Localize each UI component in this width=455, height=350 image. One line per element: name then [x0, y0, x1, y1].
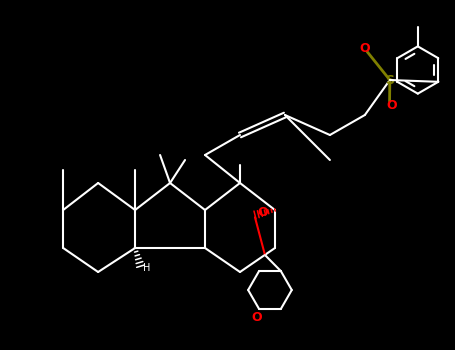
- Text: O: O: [258, 206, 268, 219]
- Text: O: O: [252, 310, 262, 324]
- Text: O: O: [387, 98, 397, 112]
- Text: H: H: [143, 264, 150, 273]
- Text: O: O: [359, 42, 370, 55]
- Text: S: S: [385, 74, 394, 86]
